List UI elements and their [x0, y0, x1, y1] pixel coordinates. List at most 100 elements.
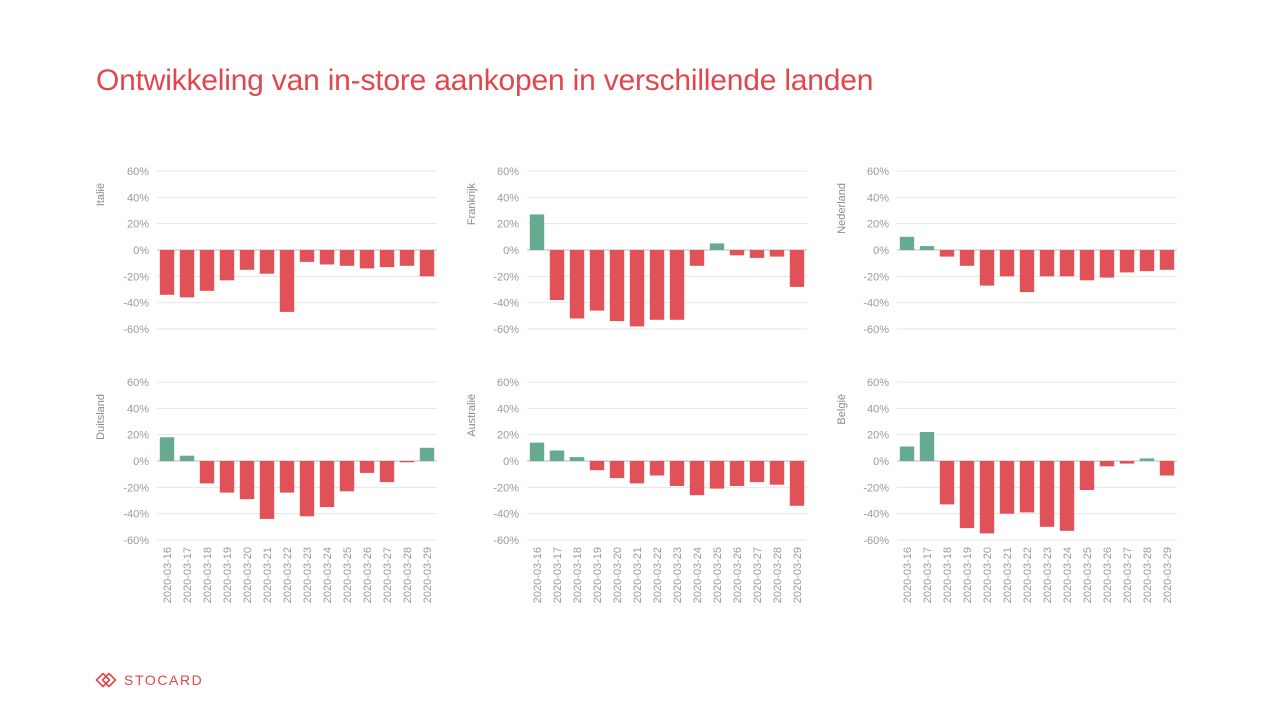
bar — [899, 236, 915, 250]
x-tick-label: 2020-03-27 — [1122, 547, 1134, 603]
bar — [179, 250, 195, 298]
y-axis-label: België — [836, 394, 848, 425]
chart-panel: 60% 40% 20% 0% -20% -40% -60% Italië — [95, 166, 437, 336]
bar — [1099, 461, 1115, 467]
x-tick-label: 2020-03-20 — [982, 547, 994, 603]
y-tick-label: -40% — [123, 509, 149, 521]
y-tick-label: 20% — [867, 219, 889, 231]
y-tick-label: 20% — [127, 430, 149, 442]
x-tick-label: 2020-03-18 — [942, 547, 954, 603]
bar — [239, 461, 255, 500]
y-tick-label: -20% — [493, 271, 519, 283]
chart-panel: 60% 40% 20% 0% -20% -40% -60% Duitsland 2020-03-… — [95, 377, 437, 603]
y-tick-label: -40% — [123, 298, 149, 310]
y-tick-label: -60% — [863, 535, 889, 547]
x-tick-label: 2020-03-17 — [922, 547, 934, 603]
x-tick-label: 2020-03-21 — [262, 547, 274, 603]
y-tick-label: -20% — [863, 482, 889, 494]
bar — [379, 461, 395, 483]
bar — [319, 250, 335, 265]
chart-panel: 60% 40% 20% 0% -20% -40% -60% Australië 2020-03-… — [466, 377, 807, 603]
x-tick-label: 2020-03-29 — [422, 547, 434, 603]
bar — [669, 250, 685, 320]
x-tick-label: 2020-03-20 — [612, 547, 624, 603]
bar — [339, 250, 355, 266]
bar — [749, 250, 765, 258]
bar — [399, 461, 415, 463]
x-tick-label: 2020-03-17 — [182, 547, 194, 603]
bar — [1159, 461, 1175, 476]
y-tick-label: -40% — [863, 509, 889, 521]
x-tick-label: 2020-03-22 — [1022, 547, 1034, 603]
bar — [939, 461, 955, 505]
bar — [899, 446, 915, 461]
bar — [299, 461, 315, 517]
y-tick-label: 40% — [497, 403, 519, 415]
bar — [529, 214, 545, 250]
y-tick-label: -60% — [123, 535, 149, 547]
bar — [709, 243, 725, 250]
y-tick-label: 40% — [127, 192, 149, 204]
x-tick-label: 2020-03-21 — [1002, 547, 1014, 603]
x-tick-label: 2020-03-28 — [772, 547, 784, 603]
chart-panel: 60% 40% 20% 0% -20% -40% -60% Nederland — [836, 166, 1177, 336]
bar — [199, 250, 215, 291]
bar — [749, 461, 765, 483]
x-tick-label: 2020-03-19 — [222, 547, 234, 603]
y-tick-label: 20% — [867, 430, 889, 442]
x-tick-label: 2020-03-23 — [672, 547, 684, 603]
bar — [709, 461, 725, 489]
x-tick-label: 2020-03-19 — [962, 547, 974, 603]
bar — [419, 447, 435, 461]
y-tick-label: 20% — [127, 219, 149, 231]
y-tick-label: 60% — [867, 377, 889, 389]
bar — [1119, 461, 1135, 464]
bar — [1119, 250, 1135, 273]
y-tick-label: 0% — [873, 245, 889, 257]
x-tick-label: 2020-03-23 — [302, 547, 314, 603]
bar — [999, 461, 1015, 514]
bar — [399, 250, 415, 266]
bar — [609, 461, 625, 479]
bar — [769, 250, 785, 257]
x-tick-label: 2020-03-25 — [712, 547, 724, 603]
bar — [529, 442, 545, 461]
x-tick-label: 2020-03-26 — [362, 547, 374, 603]
bar — [1019, 461, 1035, 513]
y-tick-label: 40% — [127, 403, 149, 415]
y-tick-label: 0% — [503, 245, 519, 257]
x-tick-label: 2020-03-24 — [1062, 547, 1074, 603]
y-tick-label: 60% — [867, 166, 889, 178]
y-tick-label: -20% — [863, 271, 889, 283]
y-tick-label: -60% — [493, 324, 519, 336]
bar — [379, 250, 395, 268]
bar — [279, 461, 295, 493]
y-tick-label: 0% — [503, 456, 519, 468]
x-tick-label: 2020-03-24 — [322, 547, 334, 603]
x-tick-label: 2020-03-22 — [282, 547, 294, 603]
x-tick-label: 2020-03-27 — [382, 547, 394, 603]
bar — [1039, 250, 1055, 277]
bar — [569, 457, 585, 461]
bar — [299, 250, 315, 262]
bar — [1099, 250, 1115, 278]
bar — [549, 250, 565, 300]
y-tick-label: 20% — [497, 430, 519, 442]
y-tick-label: -20% — [493, 482, 519, 494]
x-tick-label: 2020-03-29 — [1162, 547, 1174, 603]
bar — [769, 461, 785, 485]
bar — [919, 246, 935, 250]
y-tick-label: 40% — [867, 403, 889, 415]
y-axis-label: Australië — [466, 394, 478, 437]
y-tick-label: 60% — [127, 166, 149, 178]
bar — [919, 432, 935, 461]
x-tick-label: 2020-03-19 — [592, 547, 604, 603]
y-tick-label: 0% — [133, 245, 149, 257]
x-tick-label: 2020-03-27 — [752, 547, 764, 603]
y-tick-label: -40% — [493, 298, 519, 310]
stocard-logo: STOCARD — [95, 672, 203, 688]
bar — [1059, 461, 1075, 531]
bar — [1059, 250, 1075, 277]
y-axis-label: Duitsland — [95, 394, 107, 440]
